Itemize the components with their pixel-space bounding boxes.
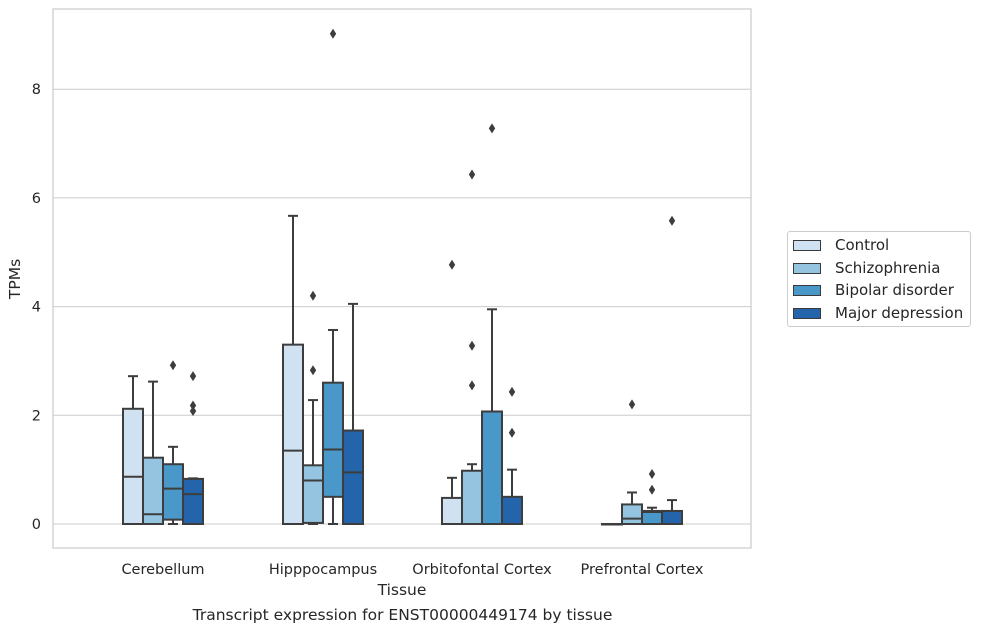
box-major-depression-1 xyxy=(342,302,364,526)
legend-swatch-bipolar-disorder xyxy=(793,284,821,296)
y-tick-label-2: 2 xyxy=(32,408,41,424)
y-tick-label-0: 0 xyxy=(32,517,41,533)
outlier-point-0 xyxy=(488,123,496,134)
box-iqr xyxy=(322,381,344,498)
box-iqr xyxy=(302,464,324,524)
box-bipolar-disorder-0 xyxy=(162,360,184,525)
y-tick-label-8: 8 xyxy=(32,82,41,98)
box-bipolar-disorder-2 xyxy=(481,123,503,526)
outlier-point-0 xyxy=(329,28,337,39)
x-axis-label: Tissue xyxy=(377,581,427,599)
outlier-point-0 xyxy=(448,259,456,270)
box-iqr xyxy=(122,407,144,526)
x-tick-label-2: Orbitofontal Cortex xyxy=(412,562,552,578)
box-iqr xyxy=(481,410,503,526)
x-tick-label-1: Hipppocampus xyxy=(269,562,377,578)
outlier-point-1 xyxy=(189,400,197,411)
box-major-depression-0 xyxy=(182,371,204,525)
outlier-point-1 xyxy=(648,468,656,479)
outlier-point-0 xyxy=(628,399,636,410)
outlier-point-0 xyxy=(668,215,676,226)
chart-marks xyxy=(122,28,683,526)
box-major-depression-3 xyxy=(661,215,683,525)
chart-caption: Transcript expression for ENST0000044917… xyxy=(192,606,613,624)
box-iqr xyxy=(441,496,463,525)
legend-item-major-depression: Major depression xyxy=(793,303,963,323)
legend-label-schizophrenia: Schizophrenia xyxy=(835,259,941,277)
legend-item-control: Control xyxy=(793,235,889,255)
box-iqr xyxy=(501,495,523,526)
box-iqr xyxy=(461,469,483,525)
legend-swatch-schizophrenia xyxy=(793,262,821,274)
tick-labels: 0 2 4 6 8 Cerebellum Hipppocampus Orbitofontal … xyxy=(32,82,704,578)
y-axis-label: TPMs xyxy=(6,259,24,300)
outlier-point-0 xyxy=(169,360,177,371)
outlier-point-1 xyxy=(468,340,476,351)
plot-frame xyxy=(52,8,752,549)
x-tick-label-0: Cerebellum xyxy=(121,562,204,578)
box-iqr xyxy=(621,503,643,525)
outlier-point-2 xyxy=(468,169,476,180)
outlier-point-0 xyxy=(468,380,476,391)
outlier-point-2 xyxy=(189,371,197,382)
outlier-point-0 xyxy=(309,365,317,376)
box-control-2 xyxy=(441,259,463,525)
box-schizophrenia-2 xyxy=(461,169,483,525)
box-control-1 xyxy=(282,214,304,525)
box-iqr xyxy=(182,477,204,525)
box-major-depression-2 xyxy=(501,386,523,526)
box-schizophrenia-0 xyxy=(142,380,164,525)
legend-item-schizophrenia: Schizophrenia xyxy=(793,258,940,278)
box-iqr xyxy=(342,429,364,526)
y-tick-label-6: 6 xyxy=(32,191,41,207)
legend: Control Schizophrenia Bipolar disorder M… xyxy=(787,231,971,327)
box-control-3 xyxy=(601,523,623,526)
box-iqr xyxy=(661,509,683,525)
box-bipolar-disorder-1 xyxy=(322,28,344,525)
outlier-point-0 xyxy=(648,484,656,495)
legend-item-bipolar-disorder: Bipolar disorder xyxy=(793,280,954,300)
outlier-point-0 xyxy=(189,405,197,416)
y-tick-label-4: 4 xyxy=(32,300,41,316)
legend-label-control: Control xyxy=(835,236,890,254)
legend-swatch-major-depression xyxy=(793,307,821,319)
outlier-point-1 xyxy=(508,386,516,397)
legend-label-bipolar-disorder: Bipolar disorder xyxy=(835,281,954,299)
x-tick-label-3: Prefrontal Cortex xyxy=(581,562,704,578)
box-bipolar-disorder-3 xyxy=(641,468,663,525)
legend-swatch-control xyxy=(793,239,821,251)
outlier-point-0 xyxy=(508,427,516,438)
legend-label-major-depression: Major depression xyxy=(835,304,964,322)
box-control-0 xyxy=(122,375,144,526)
outlier-point-1 xyxy=(309,290,317,301)
box-iqr xyxy=(162,463,184,521)
box-iqr xyxy=(282,343,304,525)
box-schizophrenia-3 xyxy=(621,399,643,525)
box-schizophrenia-1 xyxy=(302,290,324,525)
